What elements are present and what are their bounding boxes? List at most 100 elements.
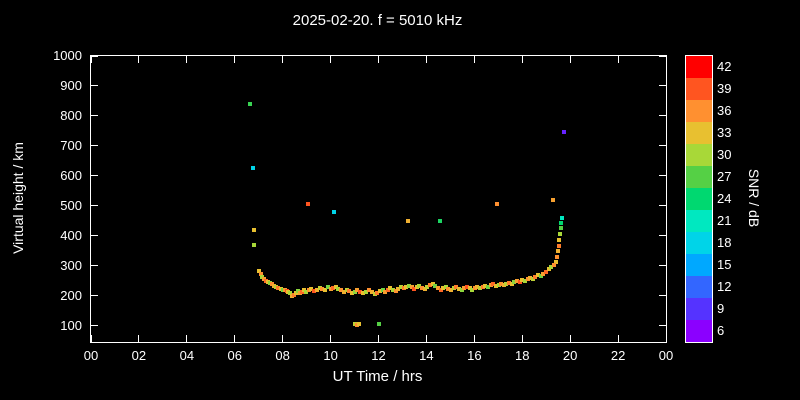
data-point (557, 238, 562, 243)
x-tick-mark (425, 335, 427, 342)
data-point (339, 288, 344, 293)
y-tick-mark (659, 56, 666, 57)
x-tick-label: 12 (371, 348, 386, 363)
data-point (556, 249, 561, 254)
data-point (309, 286, 314, 291)
data-point (352, 322, 357, 327)
data-point (375, 290, 380, 295)
colorbar-tick-label: 36 (717, 103, 732, 118)
colorbar-tick-label: 18 (717, 235, 732, 250)
y-tick-mark (659, 115, 666, 117)
colorbar (685, 55, 713, 343)
x-tick-label: 20 (562, 348, 578, 363)
x-tick-label: 06 (227, 348, 242, 363)
data-point (483, 283, 488, 288)
data-point (296, 289, 300, 294)
data-point (352, 289, 357, 294)
data-point (305, 202, 310, 207)
data-point (459, 288, 464, 293)
data-point (470, 287, 475, 292)
data-point (361, 291, 366, 296)
data-point (311, 288, 316, 293)
data-point (391, 287, 396, 292)
x-tick-mark (91, 56, 92, 63)
data-point (372, 291, 377, 296)
data-point (443, 284, 448, 289)
x-tick-label: 04 (179, 348, 195, 363)
y-tick-mark (91, 115, 98, 117)
data-point (332, 209, 337, 214)
x-tick-mark (617, 335, 619, 342)
data-point (258, 272, 263, 277)
colorbar-tick-label: 9 (717, 301, 725, 316)
data-point (256, 268, 261, 273)
y-tick-label: 100 (60, 317, 82, 333)
plot-area (90, 55, 667, 343)
data-point (488, 282, 493, 287)
data-point (495, 202, 500, 207)
data-point (493, 283, 498, 288)
data-point (559, 221, 564, 226)
data-point (269, 282, 274, 287)
data-point (406, 218, 411, 223)
data-point (504, 281, 509, 286)
colorbar-axis-label: SNR / dB (746, 168, 762, 228)
y-tick-mark (659, 325, 666, 327)
y-tick-label: 300 (60, 257, 82, 273)
data-point (449, 288, 454, 293)
x-tick-mark (138, 335, 140, 342)
y-tick-mark (91, 145, 98, 147)
x-tick-mark (617, 56, 619, 63)
data-point (272, 283, 277, 288)
data-point (464, 284, 469, 289)
data-point (533, 274, 538, 279)
data-point (328, 286, 333, 291)
x-tick-mark (186, 56, 188, 63)
data-point (396, 286, 401, 291)
y-tick-mark (659, 175, 666, 177)
data-point (288, 291, 293, 296)
data-point (428, 283, 432, 288)
data-point (451, 286, 456, 291)
data-point (437, 218, 442, 223)
data-point (551, 262, 556, 267)
x-tick-mark (521, 56, 523, 63)
x-tick-label: 14 (419, 348, 434, 363)
colorbar-tick-label: 12 (717, 279, 732, 294)
data-point (430, 281, 435, 286)
data-point (551, 197, 556, 202)
data-point (414, 285, 419, 290)
data-point (543, 269, 548, 274)
x-tick-label: 08 (275, 348, 290, 363)
data-point (307, 288, 312, 293)
y-tick-mark (659, 205, 666, 207)
data-point (425, 285, 430, 290)
data-point (417, 283, 422, 288)
x-tick-mark (234, 335, 236, 342)
x-tick-label: 22 (610, 348, 626, 363)
data-point (554, 260, 559, 265)
data-point (260, 274, 265, 279)
y-tick-mark (659, 295, 666, 297)
data-point (538, 274, 543, 279)
y-axis-label: Virtual height / km (10, 142, 26, 254)
data-point (462, 285, 467, 290)
data-point (383, 289, 388, 294)
data-point (435, 286, 440, 291)
data-point (385, 287, 390, 292)
x-tick-mark (282, 56, 284, 63)
y-tick-mark (659, 145, 666, 147)
data-point (555, 254, 560, 259)
data-point (520, 278, 525, 283)
y-tick-label: 500 (60, 197, 82, 213)
data-point (250, 166, 255, 171)
data-point (376, 322, 381, 327)
data-point (364, 289, 369, 294)
x-tick-mark (138, 56, 140, 63)
x-tick-mark (665, 56, 666, 63)
data-point (528, 275, 533, 280)
y-tick-label: 800 (60, 107, 82, 123)
y-tick-mark (659, 265, 666, 267)
y-tick-label: 1000 (53, 48, 82, 63)
data-point (336, 286, 341, 291)
